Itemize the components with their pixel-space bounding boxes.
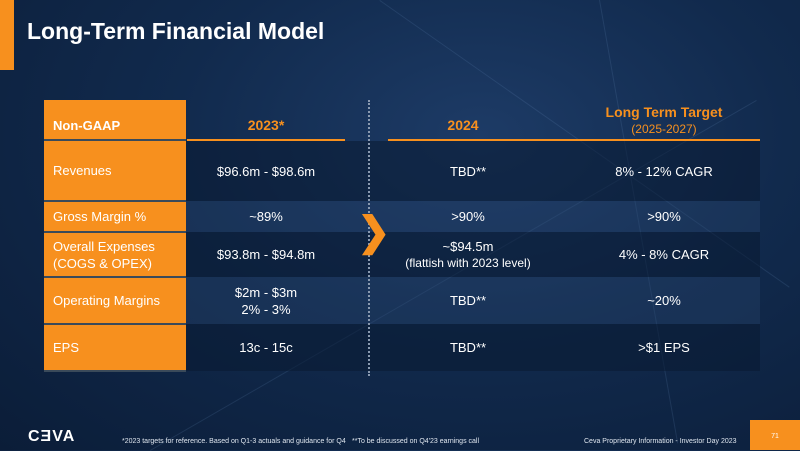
cell-long-term: 8% - 12% CAGR	[615, 163, 713, 179]
header-long-term-title: Long Term Target	[605, 104, 723, 120]
corner-header: Non-GAAP	[44, 100, 186, 141]
row-labels: Non-GAAP Revenues Gross Margin % Overall…	[44, 100, 186, 372]
table-row: $2m - $3m 2% - 3% TBD** ~20%	[186, 277, 760, 324]
row-label-overall-expenses: Overall Expenses (COGS & OPEX)	[44, 233, 186, 278]
cell-2024: ~$94.5m (flattish with 2023 level)	[368, 238, 568, 272]
label-line-2: (COGS & OPEX)	[53, 255, 152, 271]
proprietary-notice: Ceva Proprietary Information - Investor …	[584, 438, 737, 445]
page-title: Long-Term Financial Model	[27, 18, 325, 44]
header-long-term-range: (2025-2027)	[631, 122, 697, 136]
row-label-gross-margin: Gross Margin %	[44, 202, 186, 233]
cell-2023: $93.8m - $94.8m	[216, 247, 316, 262]
header-underline	[187, 139, 345, 141]
header-2023: 2023*	[247, 117, 285, 133]
cell-2023: $2m - $3m 2% - 3%	[186, 284, 346, 318]
ceva-logo: CƎVA	[28, 428, 76, 445]
chevron-right-icon: ❯	[357, 210, 391, 254]
row-label-revenues: Revenues	[44, 141, 186, 202]
table-row: $93.8m - $94.8m ~$94.5m (flattish with 20…	[186, 232, 760, 277]
title-accent-bar	[0, 0, 14, 70]
cell-2024: TBD**	[449, 163, 487, 179]
header-long-term: Long Term Target (2025-2027)	[568, 104, 760, 138]
page-number: 71	[750, 420, 800, 450]
cell-2023: 13c - 15c	[239, 340, 293, 355]
table-row: 13c - 15c TBD** >$1 EPS	[186, 324, 760, 371]
row-label-eps: EPS	[44, 325, 186, 372]
cell-long-term: >90%	[647, 209, 681, 224]
cell-2023-value: $2m - $3m	[234, 284, 298, 300]
dotted-divider	[368, 100, 370, 376]
cell-long-term: ~20%	[647, 293, 681, 308]
header-2024: 2024	[447, 117, 479, 133]
row-label-operating-margins: Operating Margins	[44, 278, 186, 325]
table-row: $96.6m - $98.6m TBD** 8% - 12% CAGR	[186, 141, 760, 201]
cell-long-term: 4% - 8% CAGR	[618, 247, 710, 262]
cell-2024-value: ~$94.5m	[442, 238, 494, 254]
cell-2024: TBD**	[449, 293, 487, 308]
footnote-tbd: **To be discussed on Q4'23 earnings call	[352, 438, 480, 445]
table-row: ~89% >90% >90%	[186, 201, 760, 232]
header-underline	[388, 139, 760, 141]
cell-2023-percent: 2% - 3%	[241, 301, 291, 317]
footnote-2023: *2023 targets for reference. Based on Q1…	[122, 438, 346, 445]
label-line-1: Overall Expenses	[53, 238, 155, 254]
cell-2024: TBD**	[449, 340, 487, 355]
cell-2024: >90%	[451, 209, 485, 224]
cell-2023: $96.6m - $98.6m	[216, 163, 316, 179]
cell-2024-note: (flattish with 2023 level)	[405, 255, 531, 270]
cell-long-term: >$1 EPS	[638, 340, 690, 355]
cell-2023: ~89%	[249, 209, 283, 224]
